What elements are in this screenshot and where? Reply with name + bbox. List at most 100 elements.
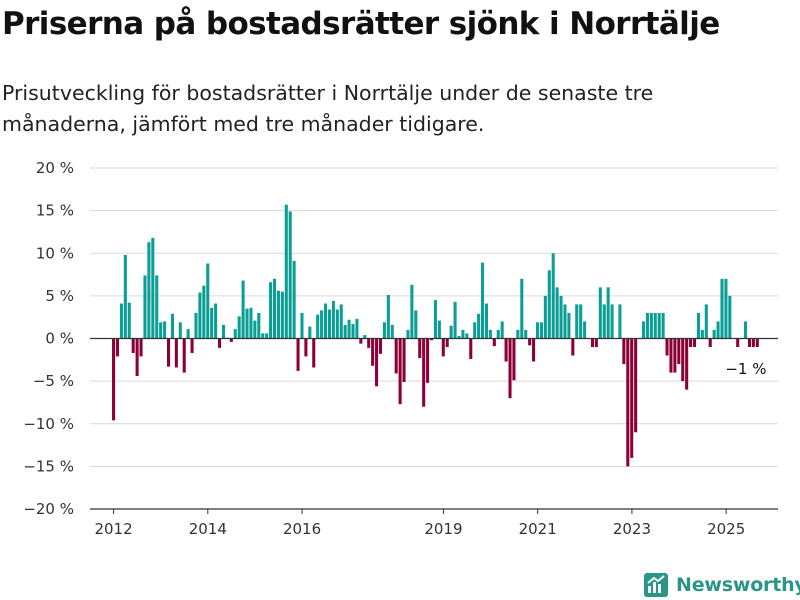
brand-logo: Newsworthy <box>644 570 800 600</box>
bar <box>198 292 202 339</box>
bar <box>579 304 583 339</box>
bar <box>496 329 500 339</box>
bar <box>229 338 233 342</box>
bar <box>716 321 720 339</box>
bar <box>626 338 630 467</box>
bar <box>555 287 559 339</box>
chart-title: Priserna på bostadsrätter sjönk i Norrtä… <box>2 6 720 42</box>
bar <box>685 338 689 390</box>
bar <box>422 338 426 407</box>
bar <box>123 254 127 339</box>
bar <box>433 300 437 339</box>
bar <box>170 313 174 339</box>
bar <box>351 324 355 339</box>
bar <box>453 301 457 339</box>
bar <box>610 304 614 339</box>
bar <box>276 290 280 339</box>
bar <box>331 300 335 339</box>
bar <box>677 338 681 365</box>
bar <box>359 338 363 344</box>
bar <box>535 322 540 339</box>
y-tick-label: −20 % <box>23 500 74 518</box>
bars <box>112 204 759 467</box>
bar <box>375 338 379 387</box>
bar <box>382 322 386 339</box>
bar <box>547 270 551 339</box>
bar <box>233 329 237 339</box>
bar <box>378 338 383 354</box>
bar <box>166 338 171 367</box>
x-tick-label: 2019 <box>424 520 462 538</box>
bar <box>590 338 594 348</box>
bar <box>398 338 402 405</box>
bar <box>520 278 524 339</box>
bar <box>512 338 516 381</box>
bar <box>257 312 261 339</box>
bar <box>112 338 116 421</box>
bar <box>602 304 606 339</box>
bar <box>606 287 610 339</box>
latest-value-label: −1 % <box>725 360 766 378</box>
bar <box>712 329 716 339</box>
bar <box>473 322 477 339</box>
bar <box>190 338 194 353</box>
bar <box>115 338 120 357</box>
bar <box>481 262 485 339</box>
bar <box>594 338 598 348</box>
bar <box>206 263 210 339</box>
bar <box>202 285 206 339</box>
y-tick-label: 5 % <box>45 287 74 305</box>
bar <box>292 260 296 339</box>
bar <box>461 329 465 339</box>
x-tick-label: 2014 <box>189 520 227 538</box>
bar <box>210 307 214 339</box>
bar <box>661 312 665 339</box>
bar <box>696 312 700 339</box>
bar <box>477 313 481 339</box>
bar <box>320 310 324 339</box>
bar <box>182 338 186 373</box>
bar <box>724 278 728 339</box>
bar <box>441 338 445 357</box>
bar <box>673 338 677 373</box>
bar <box>429 338 434 341</box>
bar <box>402 338 406 382</box>
bar <box>645 312 649 339</box>
bar <box>744 321 748 339</box>
bar <box>618 304 622 339</box>
bar <box>139 338 143 357</box>
bar <box>221 324 226 339</box>
chart-subtitle: Prisutveckling för bostadsrätter i Norrt… <box>2 81 654 136</box>
bar <box>500 321 504 339</box>
bar <box>347 319 351 339</box>
y-tick-label: 20 % <box>36 159 74 177</box>
bar <box>406 329 410 339</box>
bar <box>728 295 732 339</box>
bar <box>539 322 543 339</box>
bar <box>720 278 724 339</box>
bar <box>178 322 182 339</box>
bar <box>269 282 273 339</box>
bar <box>151 237 155 339</box>
bar <box>751 338 755 348</box>
bar <box>508 338 512 399</box>
bar <box>241 280 245 339</box>
bar <box>363 335 367 339</box>
bar <box>312 338 316 368</box>
bar <box>488 329 492 339</box>
brand-name: Newsworthy <box>676 574 800 596</box>
x-axis: 2012 2014 2016 2019 2021 2023 2025 <box>94 509 745 538</box>
bar <box>524 329 528 339</box>
bar <box>598 287 602 339</box>
x-tick-label: 2025 <box>707 520 745 538</box>
bar <box>367 338 371 348</box>
bar <box>649 312 653 339</box>
bar <box>324 303 328 339</box>
bar <box>469 338 473 359</box>
bar <box>174 338 178 368</box>
y-tick-label: −10 % <box>23 415 74 433</box>
bar <box>327 309 331 339</box>
bar <box>237 316 241 339</box>
bar <box>249 307 253 339</box>
